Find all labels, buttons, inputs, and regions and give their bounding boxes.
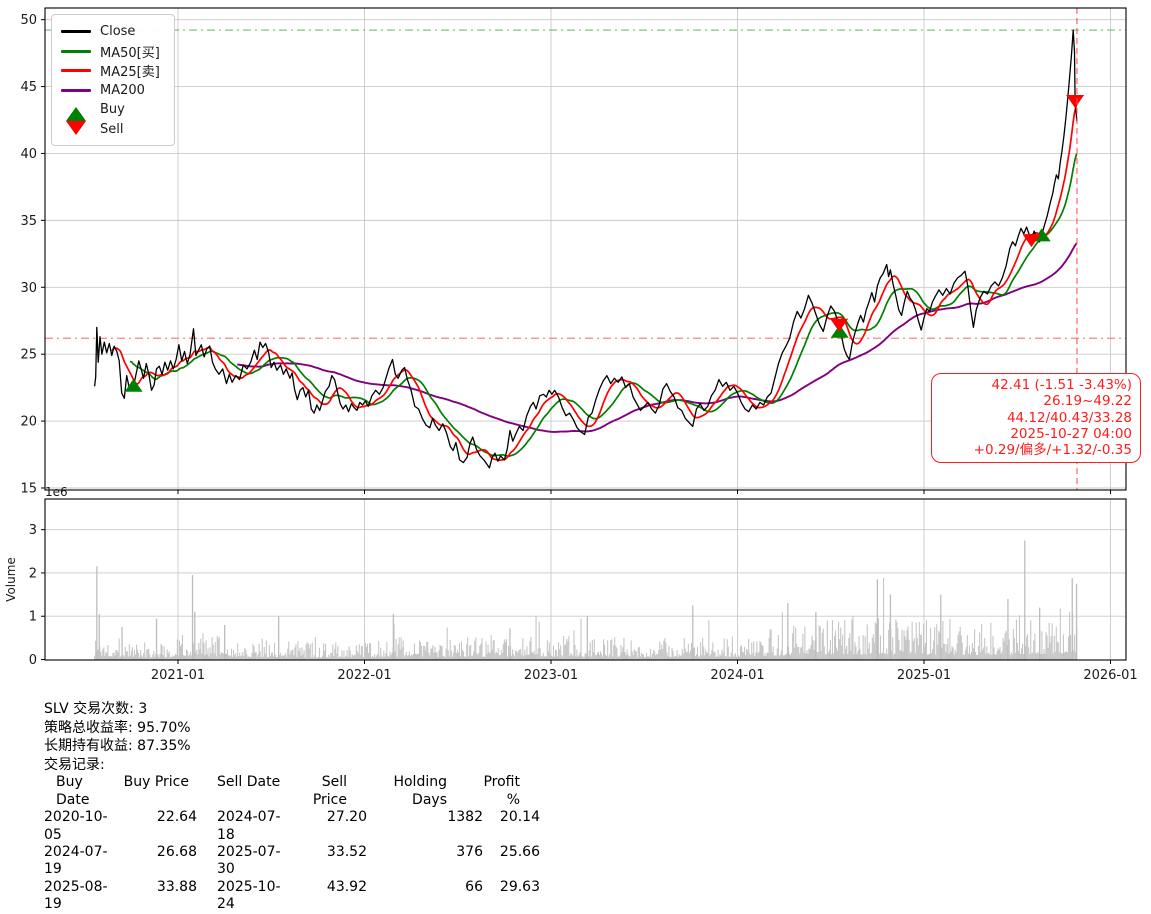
buy-marker xyxy=(124,378,143,392)
cell-sell-price: 27.20 xyxy=(326,809,367,826)
ma25-line-icon xyxy=(61,69,91,73)
axes-frames xyxy=(44,7,1127,661)
col-header-sell-date: Sell Date xyxy=(217,774,281,791)
figure: { "legend": { "items": [ {"label": "Clos… xyxy=(4,7,1141,913)
cell-sell-date: 2024-07-18 xyxy=(217,809,281,843)
sell-marker xyxy=(1066,95,1085,109)
legend-item-close: Close xyxy=(61,22,160,42)
volume-axis-label: Volume xyxy=(4,557,18,602)
legend-item-ma50: MA50[买] xyxy=(61,42,160,62)
x-tick-label: 2021-01 xyxy=(151,668,205,683)
legend-item-ma25: MA25[卖] xyxy=(61,61,160,81)
cell-buy-date: 2024-07-19 xyxy=(44,844,108,878)
cell-buy-date: 2020-10-05 xyxy=(44,809,108,843)
x-tick-label: 2022-01 xyxy=(337,668,391,683)
price-y-tick-label: 30 xyxy=(20,281,37,296)
price-y-tick-label: 25 xyxy=(20,348,37,363)
col-header-buy-date: Buy Date xyxy=(56,774,90,808)
x-tick-label: 2026-01 xyxy=(1083,668,1137,683)
ma-values-line: 44.12/40.43/33.28 xyxy=(1006,409,1132,426)
axis-ticks-labels: 15 20 25 30 35 40 45 50 0 1 2 3 2021-01 2022-01 2023-0… xyxy=(4,13,1138,683)
gridlines xyxy=(45,8,1126,660)
cell-holding-days: 376 xyxy=(456,844,483,860)
strategy-return-line: 策略总收益率: 95.70% xyxy=(44,719,191,736)
last-price-line: 42.41 (-1.51 -3.43%) xyxy=(991,377,1132,393)
trade-count-line: SLV 交易次数: 3 xyxy=(44,701,148,717)
x-tick-label: 2023-01 xyxy=(524,668,578,683)
legend-label-ma25: MA25[卖] xyxy=(100,65,160,81)
ma200-line-icon xyxy=(61,88,91,92)
cell-buy-price: 22.64 xyxy=(156,809,197,826)
sell-marker xyxy=(1022,234,1041,248)
ma50-line xyxy=(129,153,1078,458)
cell-profit: 20.14 xyxy=(499,809,540,826)
hold-return-line: 长期持有收益: 87.35% xyxy=(44,738,191,755)
bias-line: +0.29/偏多/+1.32/-0.35 xyxy=(973,442,1132,459)
cell-sell-price: 43.92 xyxy=(326,878,367,895)
cell-buy-date: 2025-08-19 xyxy=(44,878,108,913)
cell-profit: 25.66 xyxy=(499,844,540,860)
cell-buy-price: 33.88 xyxy=(156,878,197,895)
table-header-row: Buy Date Buy Price Sell Date Sell Price … xyxy=(44,774,540,809)
legend-label-buy: Buy xyxy=(100,102,125,118)
info-box: 42.41 (-1.51 -3.43%) 26.19~49.22 44.12/4… xyxy=(931,373,1141,464)
table-row: 2020-10-05 22.64 2024-07-18 27.20 1382 2… xyxy=(44,809,540,844)
trades-table: Buy Date Buy Price Sell Date Sell Price … xyxy=(44,774,540,913)
range-line: 26.19~49.22 xyxy=(1043,393,1132,410)
cell-buy-price: 26.68 xyxy=(156,844,197,860)
table-row: 2025-08-19 33.88 2025-10-24 43.92 66 29.… xyxy=(44,879,540,914)
timestamp-line: 2025-10-27 04:00 xyxy=(1010,425,1132,442)
legend-label-ma50: MA50[买] xyxy=(100,45,160,61)
legend-item-buy: Buy xyxy=(61,98,160,122)
legend-label-close: Close xyxy=(100,24,136,40)
col-header-holding-days: Holding Days xyxy=(393,774,447,808)
sell-triangle-icon xyxy=(61,120,91,135)
ma50-line-icon xyxy=(61,49,91,53)
price-y-tick-label: 50 xyxy=(20,13,37,28)
price-y-tick-label: 20 xyxy=(20,415,37,430)
col-header-sell-price: Sell Price xyxy=(312,774,347,808)
price-y-tick-label: 40 xyxy=(20,147,37,162)
trade-markers xyxy=(124,95,1085,392)
cell-sell-price: 33.52 xyxy=(326,844,367,860)
reference-lines xyxy=(45,29,1126,339)
axis-offset-label: 1e6 xyxy=(45,485,68,499)
legend-label-ma200: MA200 xyxy=(100,82,145,98)
col-header-buy-price: Buy Price xyxy=(123,774,189,791)
volume-y-tick-label: 2 xyxy=(29,566,37,581)
cell-holding-days: 66 xyxy=(465,878,483,895)
price-y-tick-label: 15 xyxy=(20,481,37,496)
volume-y-tick-label: 0 xyxy=(29,653,37,668)
trade-record-label: 交易记录: xyxy=(44,756,105,773)
volume-bars xyxy=(94,540,1078,660)
col-header-profit: Profit % xyxy=(483,774,520,808)
buy-marker xyxy=(830,324,849,338)
ma25-line xyxy=(111,103,1078,462)
legend: Close MA50[买] MA25[卖] MA200 Buy Sell xyxy=(51,14,175,146)
table-row: 2024-07-19 26.68 2025-07-30 33.52 376 25… xyxy=(44,844,540,879)
buy-triangle-icon xyxy=(61,98,91,122)
x-tick-label: 2025-01 xyxy=(897,668,951,683)
close-line xyxy=(93,29,1078,469)
cell-sell-date: 2025-10-24 xyxy=(217,878,281,913)
price-y-tick-label: 45 xyxy=(20,80,37,95)
volume-y-tick-label: 3 xyxy=(29,523,37,538)
legend-label-sell: Sell xyxy=(100,121,124,137)
price-lines xyxy=(93,29,1078,469)
price-y-tick-label: 35 xyxy=(20,214,37,229)
legend-item-sell: Sell xyxy=(61,120,160,140)
cell-profit: 29.63 xyxy=(499,878,540,895)
sell-marker xyxy=(830,318,849,332)
close-line-icon xyxy=(61,30,91,34)
legend-item-ma200: MA200 xyxy=(61,81,160,101)
cell-holding-days: 1382 xyxy=(447,809,483,826)
strategy-stats: SLV 交易次数: 3 策略总收益率: 95.70% 长期持有收益: 87.35… xyxy=(44,700,540,914)
cell-sell-date: 2025-07-30 xyxy=(217,844,281,878)
x-tick-label: 2024-01 xyxy=(710,668,764,683)
volume-y-tick-label: 1 xyxy=(29,610,37,625)
